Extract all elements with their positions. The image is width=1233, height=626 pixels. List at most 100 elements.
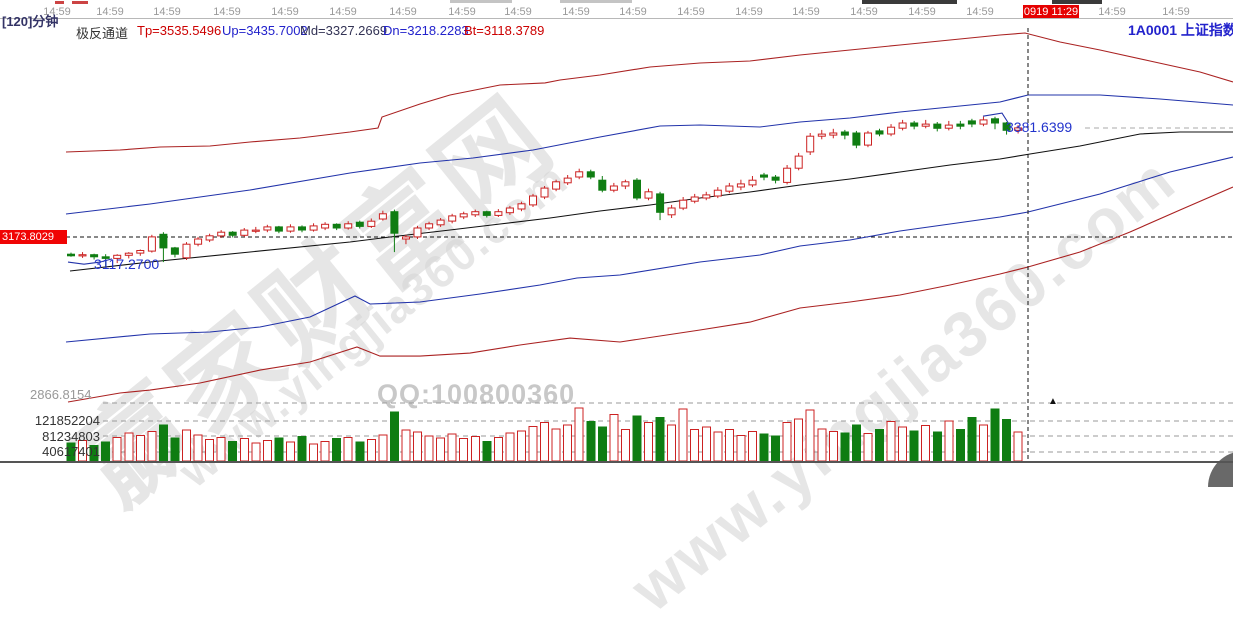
candle-down bbox=[760, 174, 768, 178]
volume-bar-up bbox=[147, 431, 157, 462]
channel-up-blue bbox=[65, 94, 1233, 215]
time-axis-label: 14:59 bbox=[619, 6, 647, 18]
volume-bar-down bbox=[771, 435, 781, 462]
candle-up bbox=[286, 226, 295, 232]
channel-dn-blue bbox=[65, 156, 1233, 343]
candle-down bbox=[956, 123, 965, 127]
candle-up bbox=[147, 236, 156, 252]
top-edge-artifact bbox=[560, 0, 632, 3]
candle-down bbox=[840, 131, 849, 136]
candle-down bbox=[910, 122, 919, 127]
volume-bar-up bbox=[447, 433, 457, 462]
candle-down bbox=[482, 211, 491, 216]
time-axis-label: 14:59 bbox=[677, 6, 705, 18]
candle-up bbox=[240, 229, 249, 236]
time-axis-label: 14:59 bbox=[96, 6, 124, 18]
volume-bar-down bbox=[875, 429, 884, 462]
indicator-value: Up=3435.7002 bbox=[222, 23, 308, 38]
candle-up bbox=[794, 155, 803, 169]
candle-up bbox=[436, 219, 445, 226]
channel-bot-red bbox=[67, 186, 1233, 403]
volume-bar-up bbox=[828, 431, 838, 462]
volume-bar-up bbox=[979, 424, 988, 462]
volume-bar-up bbox=[262, 440, 272, 462]
volume-bar-up bbox=[239, 438, 249, 462]
candle-up bbox=[124, 252, 133, 256]
volume-bar-up bbox=[436, 437, 446, 462]
volume-bar-down bbox=[632, 415, 642, 462]
candle-up bbox=[517, 203, 526, 210]
volume-bar-up bbox=[701, 426, 711, 462]
volume-bar-down bbox=[101, 441, 111, 462]
volume-bar-down bbox=[955, 429, 965, 462]
volume-bar-down bbox=[355, 441, 365, 462]
time-axis-label: 14:59 bbox=[448, 6, 476, 18]
volume-bar-up bbox=[378, 434, 388, 462]
candle-down bbox=[991, 118, 999, 124]
candle-up bbox=[944, 124, 953, 129]
volume-bar-down bbox=[89, 444, 99, 462]
candle-up bbox=[887, 126, 896, 135]
candle-up bbox=[344, 223, 353, 229]
time-axis-label: 14:59 bbox=[966, 6, 994, 18]
candle-up bbox=[136, 250, 145, 254]
volume-bar-down bbox=[228, 440, 238, 462]
volume-bar-down bbox=[990, 408, 1000, 462]
indicator-value: Tp=3535.5496 bbox=[137, 23, 222, 38]
channel-top-red bbox=[65, 32, 1233, 153]
pane-bottom-price-label: 2866.8154 bbox=[30, 387, 92, 402]
price-level-tag: 3173.8029 bbox=[0, 230, 67, 244]
candle-up bbox=[817, 133, 826, 137]
candle-down bbox=[656, 193, 665, 213]
volume-bar-up bbox=[551, 428, 561, 462]
candle-up bbox=[413, 227, 422, 238]
time-axis-label: 14:59 bbox=[562, 6, 590, 18]
candle-up bbox=[898, 122, 907, 129]
time-axis-label: 14:59 bbox=[43, 6, 71, 18]
candle-up bbox=[471, 211, 480, 216]
time-axis-label: 14:59 bbox=[1162, 6, 1190, 18]
volume-bar-down bbox=[840, 432, 850, 462]
volume-bar-up bbox=[736, 434, 746, 462]
volume-bar-up bbox=[724, 429, 734, 462]
candle-down bbox=[586, 171, 595, 178]
volume-bar-up bbox=[713, 431, 723, 462]
volume-bar-up bbox=[216, 436, 226, 462]
volume-bar-up bbox=[309, 443, 319, 462]
volume-bar-up bbox=[1013, 431, 1023, 462]
time-axis-label: 14:59 bbox=[735, 6, 763, 18]
volume-bar-up bbox=[574, 407, 584, 462]
candle-up bbox=[644, 191, 653, 199]
price-chart-canvas[interactable] bbox=[0, 0, 1233, 469]
top-edge-artifact bbox=[1052, 0, 1102, 4]
time-axis-label: 14:59 bbox=[389, 6, 417, 18]
candle-up bbox=[194, 238, 203, 245]
candle-up bbox=[205, 235, 214, 241]
candle-up bbox=[448, 215, 457, 222]
candle-up bbox=[748, 179, 757, 186]
candle-up bbox=[182, 243, 191, 259]
candle-up bbox=[864, 132, 872, 146]
time-axis-label: 14:59 bbox=[504, 6, 532, 18]
candle-up bbox=[979, 119, 988, 125]
volume-bar-up bbox=[505, 432, 515, 462]
volume-bar-down bbox=[170, 437, 180, 462]
volume-bar-up bbox=[805, 409, 815, 462]
volume-bar-up bbox=[424, 435, 434, 462]
volume-bar-up bbox=[343, 436, 353, 462]
volume-bar-down bbox=[274, 437, 284, 462]
volume-bar-up bbox=[540, 421, 549, 462]
candle-down bbox=[274, 226, 283, 232]
volume-bar-up bbox=[193, 434, 203, 462]
volume-bar-up bbox=[517, 430, 526, 462]
time-axis-label: 14:59 bbox=[850, 6, 878, 18]
time-axis-label: 14:59 bbox=[329, 6, 357, 18]
bottom-border bbox=[0, 461, 1233, 463]
candle-up bbox=[575, 171, 584, 178]
volume-bar-up bbox=[459, 438, 469, 462]
time-axis-label: 14:59 bbox=[271, 6, 299, 18]
channel-mid-black bbox=[69, 131, 1233, 272]
candle-up bbox=[725, 185, 734, 192]
volume-bar-down bbox=[909, 430, 919, 462]
